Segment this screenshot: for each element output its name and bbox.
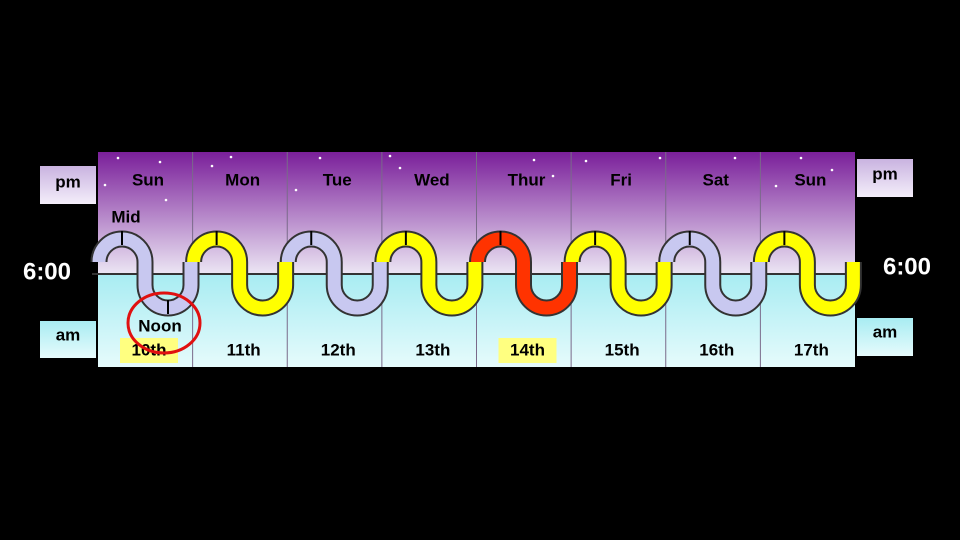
time-label: 6:00 (883, 253, 931, 280)
date-highlight (498, 338, 557, 363)
date-label: 17th (794, 340, 829, 359)
day-wave (376, 232, 482, 315)
am-label: am (56, 325, 81, 344)
day-name: Sun (132, 170, 164, 189)
day-name: Tue (323, 170, 352, 189)
day-name: Fri (610, 170, 632, 189)
date-label: 14th (510, 340, 545, 359)
pm-box (40, 166, 96, 204)
day-wave (660, 232, 766, 315)
date-label: 13th (415, 340, 450, 359)
date-label: 16th (699, 340, 734, 359)
day-wave (754, 232, 860, 315)
pm-box (857, 159, 913, 197)
day-wave (281, 232, 387, 315)
time-label: 6:00 (23, 258, 71, 285)
day-name: Sun (794, 170, 826, 189)
date-label: 12th (321, 340, 356, 359)
day-name: Thur (508, 170, 546, 189)
day-wave (92, 232, 198, 315)
date-label: 11th (227, 340, 261, 359)
noon-circle (126, 291, 202, 355)
day-wave (187, 232, 293, 315)
day-name: Sat (703, 170, 730, 189)
day-name: Wed (414, 170, 450, 189)
pm-label: pm (55, 172, 81, 191)
stars (103, 154, 834, 202)
am-box (40, 321, 96, 358)
noon-label: Noon (138, 316, 181, 335)
midnight-label: Mid (111, 207, 140, 226)
day-wave (565, 232, 671, 315)
date-label: 15th (605, 340, 640, 359)
am-label: am (873, 322, 898, 341)
pm-label: pm (872, 164, 898, 183)
day-wave (471, 232, 576, 315)
day-name: Mon (225, 170, 260, 189)
am-box (857, 318, 913, 356)
